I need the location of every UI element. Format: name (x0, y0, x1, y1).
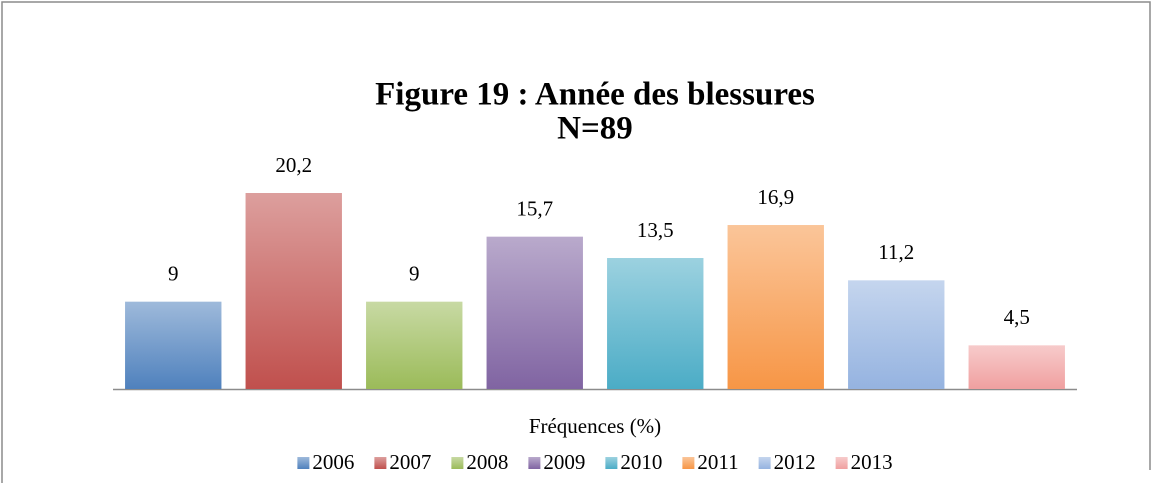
value-label: 16,9 (757, 185, 794, 209)
legend-label: 2009 (543, 450, 585, 474)
bar (968, 345, 1065, 389)
legend-label: 2011 (697, 450, 738, 474)
legend-swatch (605, 457, 618, 469)
chart-subtitle: N=89 (557, 111, 633, 147)
value-label: 4,5 (1004, 305, 1030, 329)
legend-label: 2007 (389, 450, 431, 474)
bar (366, 301, 463, 389)
value-label: 11,2 (878, 240, 914, 264)
legend-swatch (451, 457, 464, 469)
legend-label: 2006 (312, 450, 354, 474)
legend-label: 2010 (620, 450, 662, 474)
value-label: 9 (409, 261, 420, 285)
legend-swatch (835, 457, 848, 469)
bar (727, 225, 824, 389)
value-label: 13,5 (637, 218, 674, 242)
value-label: 9 (168, 261, 179, 285)
legend-swatch (297, 457, 310, 469)
value-label: 20,2 (275, 153, 312, 177)
legend-swatch (682, 457, 695, 469)
legend-label: 2008 (466, 450, 508, 474)
legend-swatch (374, 457, 387, 469)
chart-title: Figure 19 : Année des blessures (375, 77, 815, 113)
bar (125, 301, 222, 389)
legend-swatch (528, 457, 541, 469)
bar (607, 258, 704, 389)
legend-swatch (758, 457, 771, 469)
bar (848, 280, 945, 389)
x-tick-label: Fréquences (%) (529, 414, 661, 438)
legend-label: 2012 (774, 450, 816, 474)
bar (486, 236, 583, 389)
bar (245, 193, 342, 389)
value-label: 15,7 (516, 196, 553, 220)
legend-label: 2013 (851, 450, 893, 474)
